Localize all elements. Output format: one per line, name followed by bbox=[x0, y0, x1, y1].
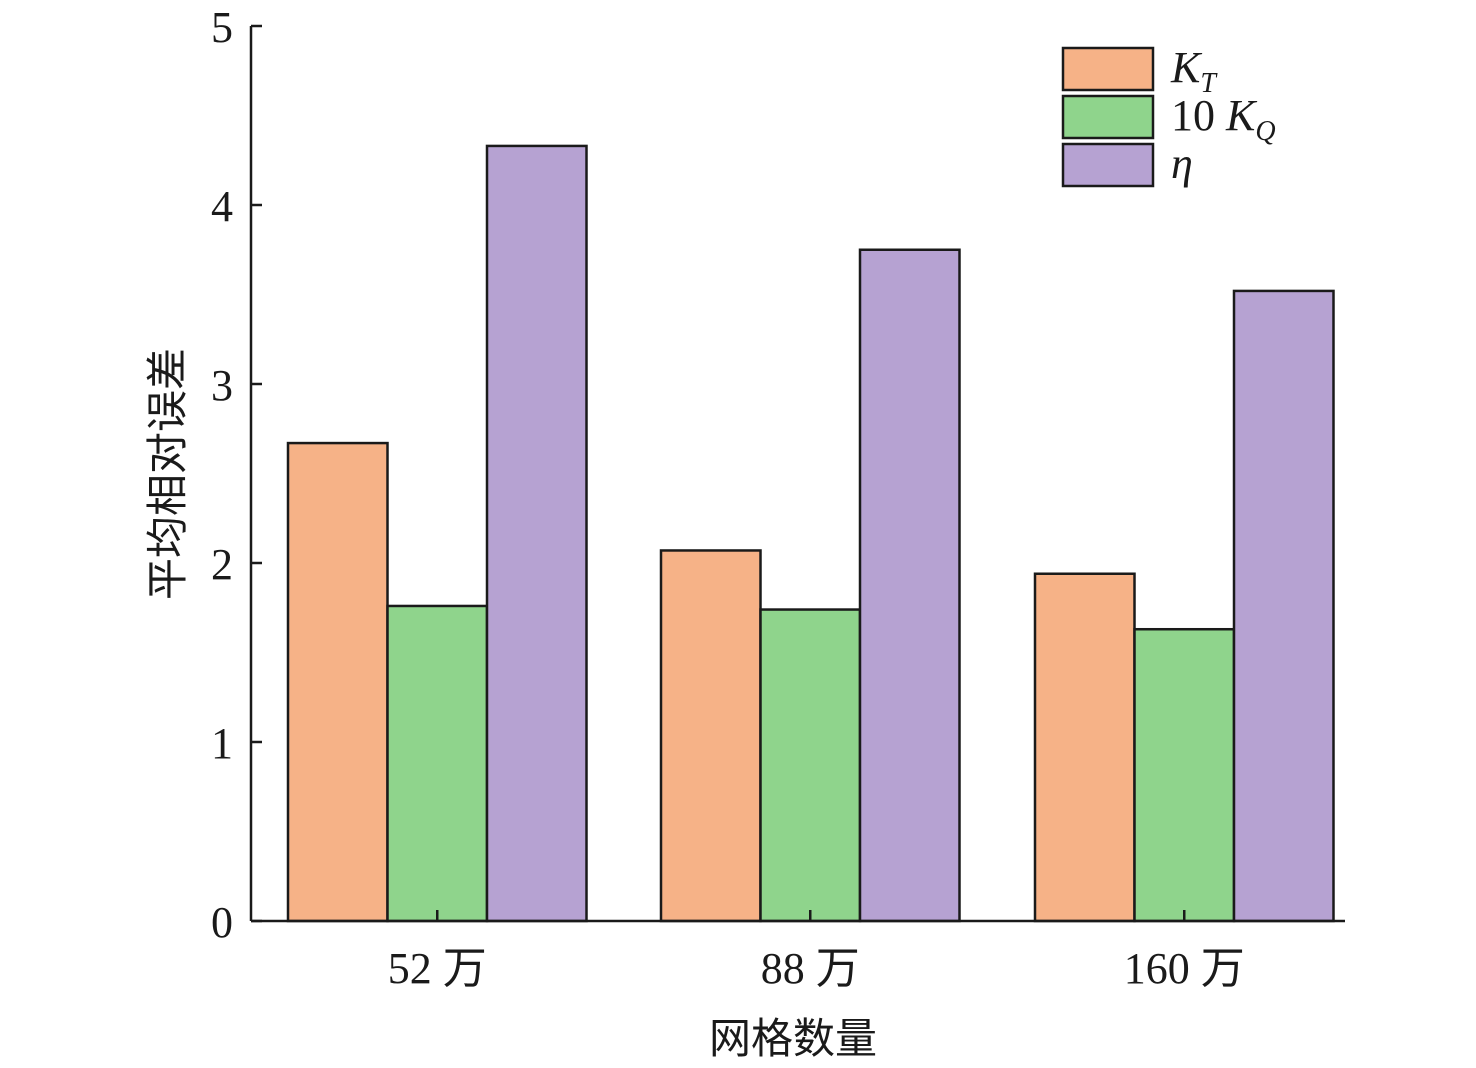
y-tick-label: 5 bbox=[211, 3, 233, 52]
bar-2-series-2 bbox=[759, 608, 862, 923]
x-tick-label: 88 万 bbox=[761, 944, 860, 993]
legend-label: KT bbox=[1170, 43, 1218, 99]
bar-3-series-2 bbox=[1133, 627, 1236, 923]
y-tick-label: 0 bbox=[211, 898, 233, 947]
x-tick-label: 52 万 bbox=[388, 944, 487, 993]
y-axis-title: 平均相对误差 bbox=[143, 348, 192, 600]
x-tick-label: 160 万 bbox=[1124, 944, 1245, 993]
axes-group bbox=[249, 26, 1345, 923]
bar-3-series-3 bbox=[1232, 289, 1335, 923]
legend-label: 10 KQ bbox=[1171, 91, 1276, 147]
bar-1-series-2 bbox=[386, 604, 489, 923]
bar-1-series-3 bbox=[485, 144, 588, 923]
bar-2-series-1 bbox=[659, 549, 762, 923]
bar-3-series-1 bbox=[1033, 572, 1136, 923]
bar-1-series-1 bbox=[286, 441, 389, 923]
y-tick-label: 3 bbox=[211, 361, 233, 410]
legend-swatch bbox=[1061, 46, 1155, 92]
x-ticks-group: 52 万 88 万 160 万 bbox=[388, 910, 1245, 993]
y-tick-label: 1 bbox=[211, 719, 233, 768]
y-tick-label: 4 bbox=[211, 182, 233, 231]
legend-swatch bbox=[1061, 142, 1155, 188]
legend-swatch bbox=[1061, 94, 1155, 140]
y-tick-label: 2 bbox=[211, 540, 233, 589]
bar-2-series-3 bbox=[858, 248, 961, 923]
x-axis-title: 网格数量 bbox=[709, 1014, 877, 1063]
bars-group bbox=[286, 144, 1335, 923]
y-ticks-group: 0 1 2 3 4 5 bbox=[211, 3, 262, 947]
legend-label: η bbox=[1171, 139, 1193, 188]
